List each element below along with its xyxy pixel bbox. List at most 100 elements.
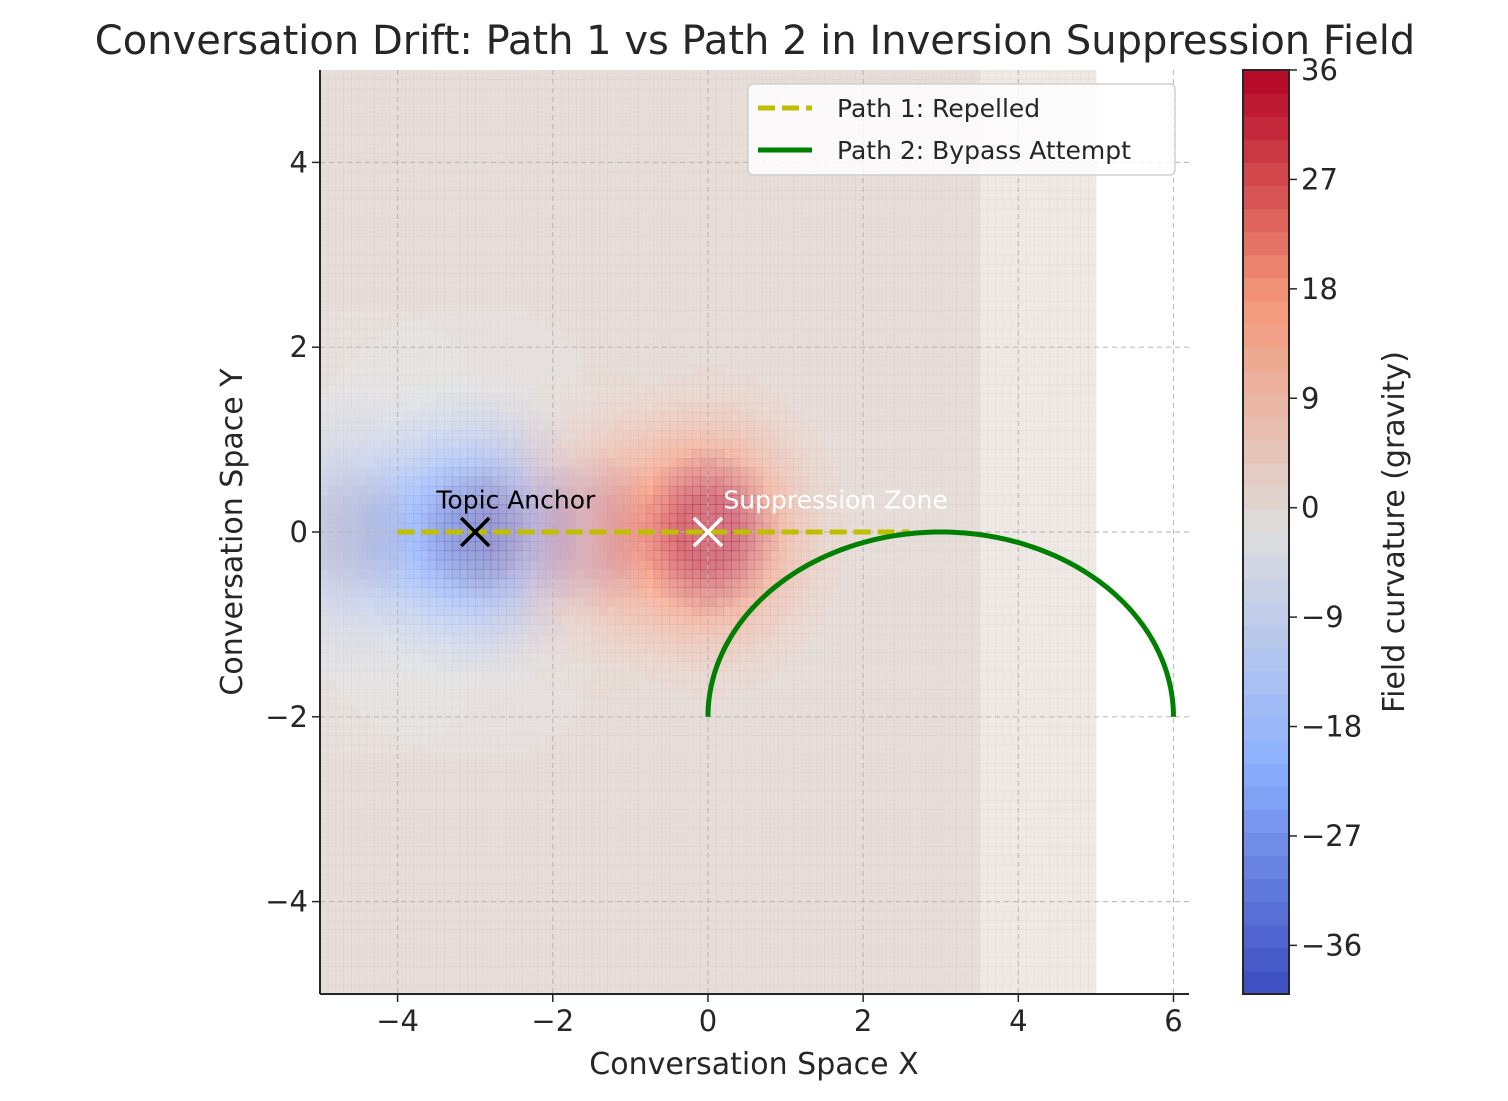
field-cell: [250, 172, 258, 182]
field-cell: [250, 781, 258, 791]
field-cell: [227, 985, 235, 995]
field-cell: [219, 957, 227, 967]
field-cell: [281, 384, 289, 394]
field-cell: [242, 162, 250, 172]
field-cell: [281, 929, 289, 939]
field-cell: [204, 689, 212, 699]
field-cell: [281, 948, 289, 958]
field-cell: [258, 976, 266, 986]
field-cell: [219, 698, 227, 708]
field-cell: [273, 190, 281, 200]
field-cell: [266, 578, 274, 588]
field-cell: [211, 911, 219, 921]
field-cell: [211, 218, 219, 228]
field-cell: [273, 800, 281, 810]
field-cell: [258, 421, 266, 431]
field-cell: [258, 828, 266, 838]
field-cell: [204, 800, 212, 810]
field-cell: [281, 301, 289, 311]
field-cell: [297, 467, 305, 477]
field-cell: [258, 393, 266, 403]
field-cell: [281, 227, 289, 237]
field-cell: [204, 902, 212, 912]
field-cell: [204, 569, 212, 579]
field-cell: [242, 236, 250, 246]
field-cell: [281, 98, 289, 108]
field-cell: [219, 162, 227, 172]
field-cell: [235, 356, 243, 366]
field-cell: [289, 680, 297, 690]
field-cell: [273, 818, 281, 828]
field-cell: [211, 116, 219, 126]
field-cell: [266, 135, 274, 145]
field-cell: [211, 255, 219, 265]
field-cell: [297, 652, 305, 662]
field-cell: [281, 449, 289, 459]
field-cell: [211, 837, 219, 847]
field-cell: [235, 745, 243, 755]
field-cell: [266, 495, 274, 505]
field-cell: [204, 671, 212, 681]
field-cell: [227, 726, 235, 736]
field-cell: [235, 319, 243, 329]
field-cell: [258, 467, 266, 477]
field-cell: [211, 791, 219, 801]
field-cell: [235, 837, 243, 847]
field-cell: [304, 88, 312, 98]
field-cell: [211, 283, 219, 293]
field-cell: [250, 449, 258, 459]
field-cell: [273, 865, 281, 875]
field-cell: [304, 680, 312, 690]
field-cell: [273, 985, 281, 995]
field-cell: [227, 698, 235, 708]
field-cell: [297, 939, 305, 949]
field-cell: [219, 88, 227, 98]
field-cell: [266, 976, 274, 986]
field-cell: [297, 874, 305, 884]
field-cell: [304, 634, 312, 644]
field-cell: [204, 70, 212, 80]
field-cell: [242, 199, 250, 209]
field-cell: [242, 88, 250, 98]
field-cell: [281, 855, 289, 865]
field-cell: [297, 135, 305, 145]
field-cell: [227, 754, 235, 764]
field-cell: [273, 966, 281, 976]
field-cell: [273, 495, 281, 505]
field-cell: [258, 98, 266, 108]
field-cell: [235, 957, 243, 967]
field-cell: [289, 597, 297, 607]
field-cell: [242, 985, 250, 995]
field-cell: [250, 366, 258, 376]
field-cell: [211, 98, 219, 108]
field-cell: [211, 310, 219, 320]
field-cell: [281, 920, 289, 930]
field-cell: [266, 366, 274, 376]
field-cell: [266, 310, 274, 320]
field-cell: [297, 781, 305, 791]
field-cell: [250, 384, 258, 394]
field-cell: [297, 800, 305, 810]
field-cell: [242, 846, 250, 856]
field-cell: [281, 236, 289, 246]
field-cell: [304, 449, 312, 459]
field-cell: [227, 735, 235, 745]
field-cell: [304, 976, 312, 986]
field-cell: [281, 569, 289, 579]
field-cell: [266, 948, 274, 958]
field-cell: [297, 393, 305, 403]
field-cell: [211, 338, 219, 348]
field-cell: [297, 255, 305, 265]
field-cell: [258, 855, 266, 865]
field-cell: [289, 560, 297, 570]
field-cell: [266, 449, 274, 459]
field-cell: [273, 236, 281, 246]
field-cell: [266, 218, 274, 228]
field-cell: [211, 273, 219, 283]
field-cell: [273, 874, 281, 884]
field-cell: [219, 199, 227, 209]
field-cell: [266, 985, 274, 995]
field-cell: [250, 301, 258, 311]
field-cell: [304, 135, 312, 145]
field-cell: [235, 338, 243, 348]
